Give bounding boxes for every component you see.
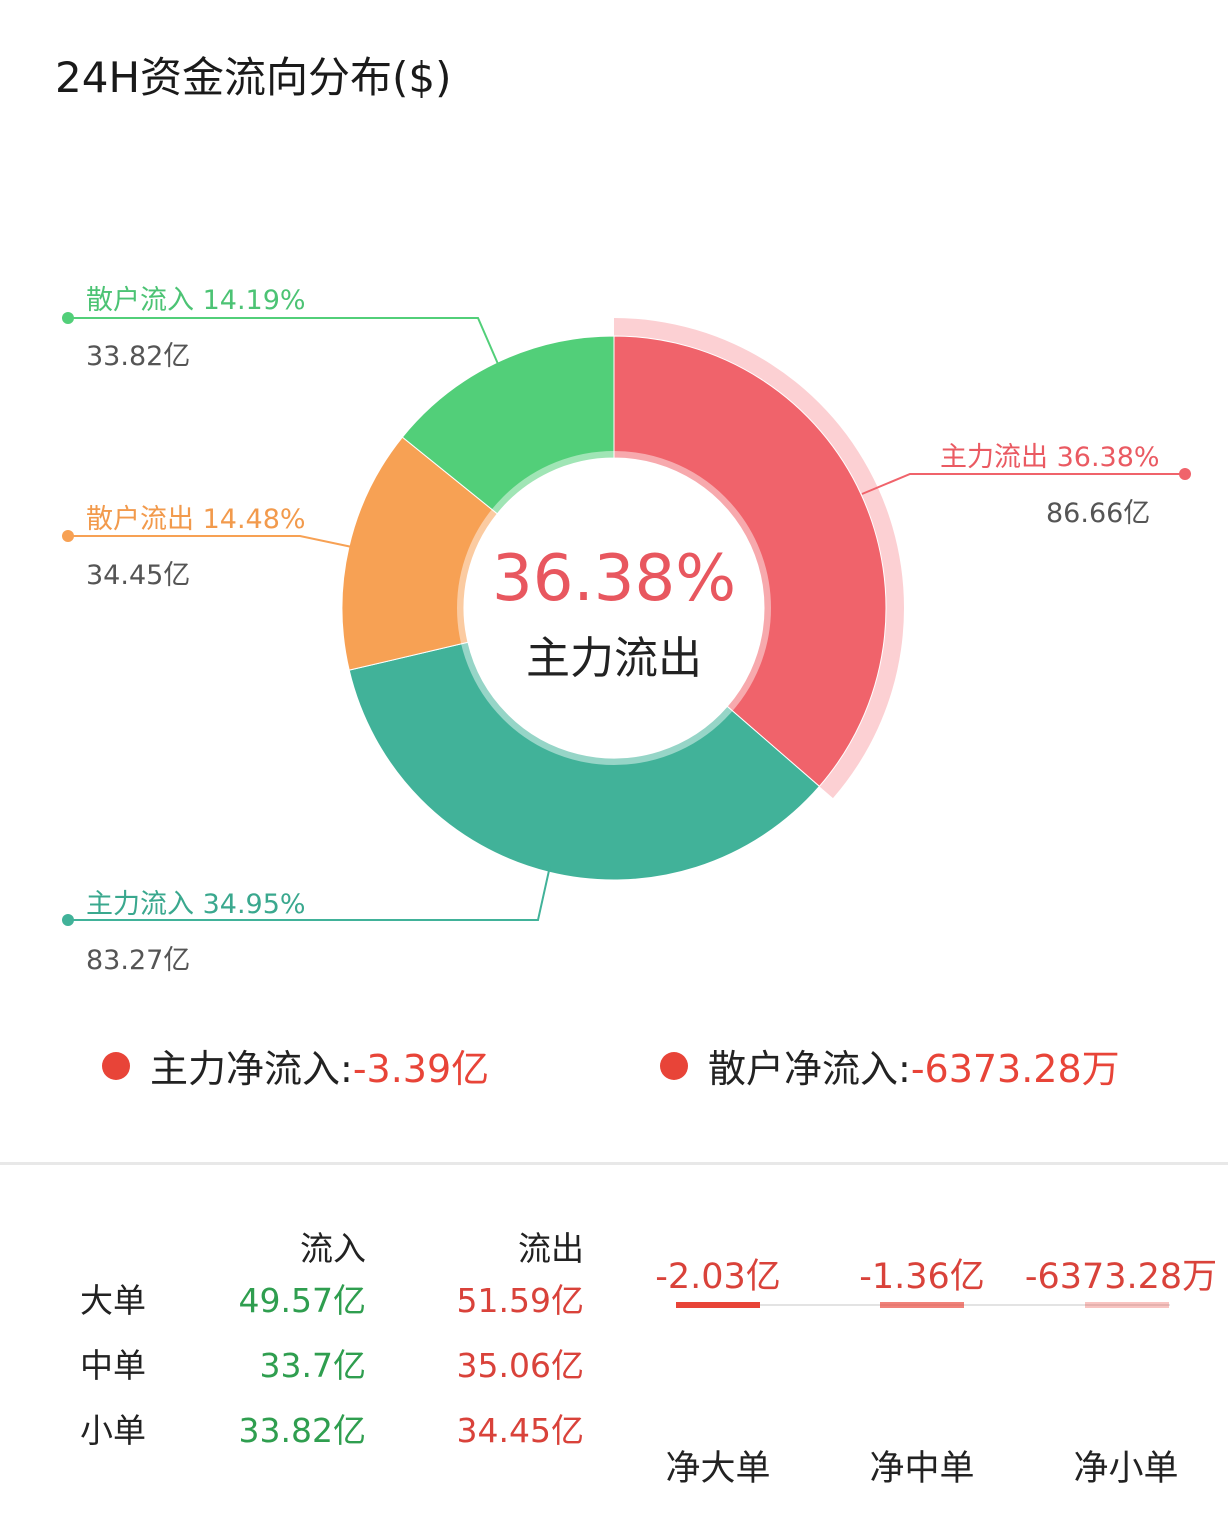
center-label: 主力流出 bbox=[526, 633, 702, 684]
pie-slice-2 bbox=[341, 436, 498, 671]
leader-dot-1 bbox=[62, 914, 74, 926]
col-header-in: 流入 bbox=[300, 1229, 366, 1268]
retail-net-flow: 散户净流入: -6373.28万 bbox=[660, 1038, 1120, 1093]
label-retail-out: 散户流出 14.48% bbox=[86, 504, 306, 535]
net-medium-label: 净中单 bbox=[869, 1449, 975, 1489]
retail-net-value: -6373.28万 bbox=[910, 1047, 1120, 1091]
large-out-value: 51.59亿 bbox=[456, 1281, 584, 1320]
net-bar-2 bbox=[1085, 1302, 1169, 1308]
page-title: 24H资金流向分布($) bbox=[55, 53, 452, 102]
row-label-small: 小单 bbox=[80, 1411, 146, 1450]
red-dot-icon bbox=[660, 1051, 688, 1080]
leader-dot-3 bbox=[62, 312, 74, 324]
leader-line-2 bbox=[68, 535, 353, 548]
amount-main-in: 83.27亿 bbox=[86, 945, 191, 976]
main-net-flow: 主力净流入: -3.39亿 bbox=[102, 1038, 489, 1093]
amount-main-out: 86.66亿 bbox=[1046, 498, 1151, 529]
red-dot-icon bbox=[102, 1051, 130, 1080]
net-small-label: 净小单 bbox=[1073, 1449, 1179, 1489]
net-large-label: 净大单 bbox=[665, 1449, 771, 1489]
net-medium-value: -1.36亿 bbox=[859, 1257, 985, 1297]
inner-ring bbox=[457, 451, 771, 765]
leader-line-3 bbox=[68, 317, 499, 365]
large-in-value: 49.57亿 bbox=[238, 1281, 366, 1320]
net-small-value: -6373.28万 bbox=[1024, 1257, 1218, 1297]
small-in-value: 33.82亿 bbox=[238, 1411, 366, 1450]
leader-line-1 bbox=[68, 865, 551, 921]
main-net-value: -3.39亿 bbox=[352, 1047, 490, 1091]
small-out-value: 34.45亿 bbox=[456, 1411, 584, 1450]
amount-retail-in: 33.82亿 bbox=[86, 341, 191, 372]
row-label-medium: 中单 bbox=[80, 1346, 146, 1385]
amount-retail-out: 34.45亿 bbox=[86, 560, 191, 591]
net-bar-0 bbox=[676, 1302, 760, 1308]
label-main-in: 主力流入 34.95% bbox=[86, 889, 306, 920]
section-divider bbox=[0, 1162, 1228, 1165]
net-bar-1 bbox=[880, 1302, 964, 1308]
pie-slice-0 bbox=[613, 335, 887, 788]
medium-out-value: 35.06亿 bbox=[456, 1346, 584, 1385]
retail-net-label: 散户净流入: bbox=[708, 1047, 911, 1091]
label-retail-in: 散户流入 14.19% bbox=[86, 285, 306, 316]
leader-line-0 bbox=[861, 473, 1185, 495]
col-header-out: 流出 bbox=[518, 1229, 584, 1268]
donut-hole bbox=[471, 465, 757, 751]
net-bars-chart bbox=[676, 1302, 1170, 1308]
net-large-value: -2.03亿 bbox=[655, 1257, 781, 1297]
leader-dot-0 bbox=[1179, 468, 1191, 480]
medium-in-value: 33.7亿 bbox=[259, 1346, 366, 1385]
pie-slice-1 bbox=[348, 641, 821, 881]
pie-slice-3 bbox=[401, 335, 615, 515]
label-main-out: 主力流出 36.38% bbox=[940, 442, 1160, 473]
selected-slice-highlight bbox=[614, 318, 904, 799]
donut-chart bbox=[62, 312, 1191, 926]
row-label-large: 大单 bbox=[80, 1281, 146, 1320]
leader-dot-2 bbox=[62, 530, 74, 542]
main-net-label: 主力净流入: bbox=[150, 1047, 353, 1091]
center-percent: 36.38% bbox=[491, 542, 737, 616]
